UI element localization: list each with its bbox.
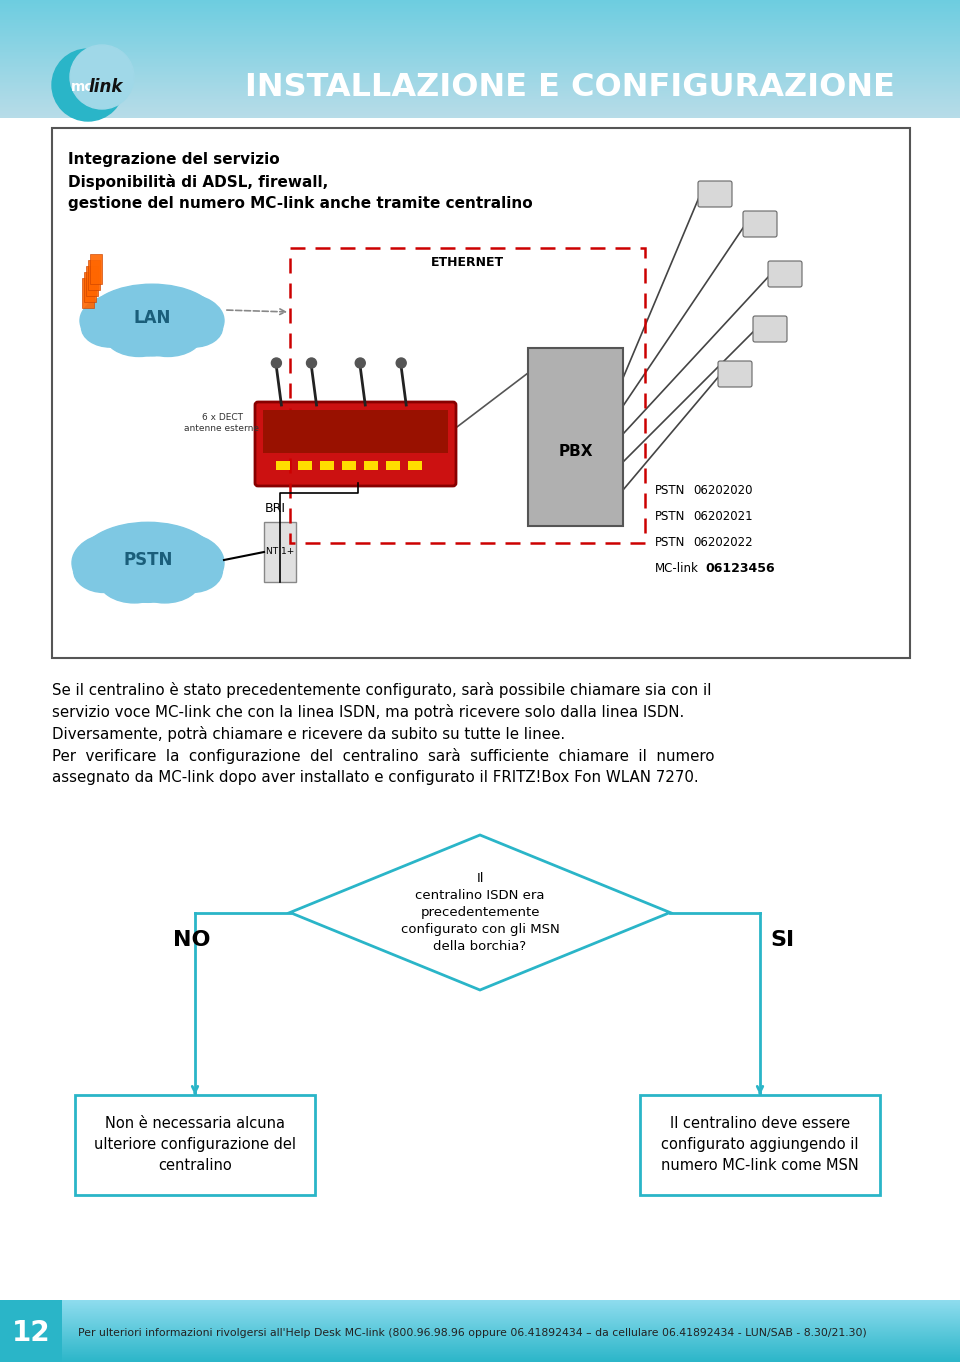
Bar [528,349,623,526]
Text: 06202021: 06202021 [693,509,753,523]
FancyBboxPatch shape [753,316,787,342]
Bar [408,460,422,470]
Bar [342,460,356,470]
Text: Disponibilità di ADSL, firewall,: Disponibilità di ADSL, firewall, [68,174,328,191]
Text: Non è necessaria alcuna
ulteriore configurazione del
centralino: Non è necessaria alcuna ulteriore config… [94,1117,296,1174]
Text: mc: mc [71,80,93,94]
Text: Il
centralino ISDN era
precedentemente
configurato con gli MSN
della borchia?: Il centralino ISDN era precedentemente c… [400,872,560,953]
Ellipse shape [105,313,174,357]
Circle shape [70,45,134,109]
FancyBboxPatch shape [75,1095,315,1194]
Ellipse shape [98,554,171,603]
Ellipse shape [80,522,216,598]
Text: servizio voce MC-link che con la linea ISDN, ma potrà ricevere solo dalla linea : servizio voce MC-link che con la linea I… [52,704,684,720]
Text: PSTN: PSTN [123,552,173,569]
Ellipse shape [161,549,223,592]
Ellipse shape [135,533,224,592]
Bar [276,460,290,470]
Ellipse shape [122,320,182,355]
Ellipse shape [129,554,202,603]
Bar [0,118,960,1299]
Bar [264,522,296,582]
Ellipse shape [140,294,224,347]
Bar [364,460,378,470]
Text: Se il centralino è stato precedentemente configurato, sarà possibile chiamare si: Se il centralino è stato precedentemente… [52,682,711,697]
Circle shape [396,358,406,368]
Circle shape [355,358,365,368]
Text: BRI: BRI [265,501,286,515]
Text: PSTN: PSTN [655,509,685,523]
Bar [320,460,334,470]
Bar [88,260,100,290]
Bar [298,460,312,470]
FancyBboxPatch shape [768,262,802,287]
Bar [84,272,96,302]
Bar [90,253,102,285]
Ellipse shape [82,308,139,347]
Text: NT 1+: NT 1+ [266,548,294,557]
Text: PSTN: PSTN [655,535,685,549]
Text: Per  verificare  la  configurazione  del  centralino  sarà  sufficiente  chiamar: Per verificare la configurazione del cen… [52,748,714,764]
Text: PSTN: PSTN [655,484,685,497]
FancyBboxPatch shape [698,181,732,207]
Text: 6 x DECT
antenne esterne: 6 x DECT antenne esterne [184,413,259,433]
Ellipse shape [72,533,160,592]
FancyBboxPatch shape [255,402,456,486]
Ellipse shape [165,308,223,347]
Text: MC-link: MC-link [655,561,699,575]
Bar [386,460,400,470]
Ellipse shape [116,561,180,602]
Circle shape [272,358,281,368]
Text: assegnato da MC-link dopo aver installato e configurato il FRITZ!Box Fon WLAN 72: assegnato da MC-link dopo aver installat… [52,770,699,785]
Text: SI: SI [770,930,794,951]
Bar [86,266,98,296]
Circle shape [306,358,317,368]
Ellipse shape [87,285,217,351]
Text: Integrazione del servizio: Integrazione del servizio [68,153,279,168]
Text: 06202022: 06202022 [693,535,753,549]
Bar [0,1299,62,1362]
Text: PBX: PBX [559,444,592,459]
Polygon shape [290,835,670,990]
Text: gestione del numero MC-link anche tramite centralino: gestione del numero MC-link anche tramit… [68,196,533,211]
Text: LAN: LAN [133,309,171,327]
Text: NO: NO [173,930,210,951]
Text: ETHERNET: ETHERNET [431,256,504,268]
FancyBboxPatch shape [640,1095,880,1194]
Ellipse shape [80,294,163,347]
Ellipse shape [74,549,134,592]
Text: 06123456: 06123456 [705,561,775,575]
Circle shape [52,49,124,121]
Text: 06202020: 06202020 [693,484,753,497]
Text: INSTALLAZIONE E CONFIGURAZIONE: INSTALLAZIONE E CONFIGURAZIONE [245,72,895,104]
Text: Diversamente, potrà chiamare e ricevere da subito su tutte le linee.: Diversamente, potrà chiamare e ricevere … [52,726,565,742]
Text: link: link [89,78,123,95]
FancyBboxPatch shape [743,211,777,237]
FancyBboxPatch shape [718,361,752,387]
FancyBboxPatch shape [52,128,910,658]
Bar [82,278,94,308]
Bar [263,410,448,454]
Text: Il centralino deve essere
configurato aggiungendo il
numero MC-link come MSN: Il centralino deve essere configurato ag… [661,1117,859,1174]
Ellipse shape [133,313,203,357]
Text: 12: 12 [12,1318,50,1347]
Text: Per ulteriori informazioni rivolgersi all'Help Desk MC-link (800.96.98.96 oppure: Per ulteriori informazioni rivolgersi al… [78,1328,867,1337]
